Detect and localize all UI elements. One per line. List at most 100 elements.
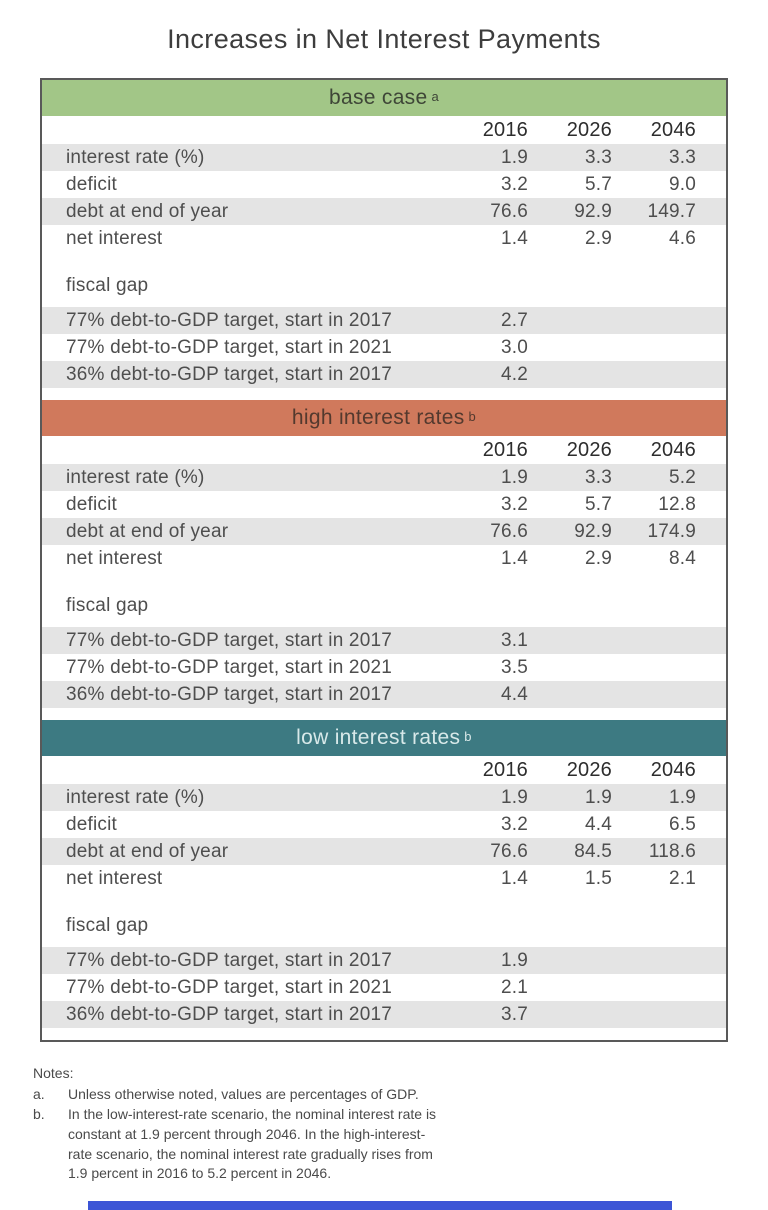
cell-value: 2016 [482, 438, 528, 461]
row-label: 77% debt-to-GDP target, start in 2021 [66, 976, 393, 998]
row-label: 36% debt-to-GDP target, start in 2017 [66, 683, 393, 705]
cell-value: 6.5 [668, 813, 696, 835]
note-marker: b. [33, 1105, 45, 1122]
spacer [42, 892, 726, 912]
fiscal-gap-row: 77% debt-to-GDP target, start in 2017 1.9 [42, 947, 726, 974]
footer-accent-bar [88, 1201, 672, 1210]
cell-value: 1.4 [500, 867, 528, 889]
cell-value: 1.9 [500, 146, 528, 168]
net-interest-table: base case a 2016 2026 2046 interest rate (%) 1… [40, 78, 728, 1042]
note-text: Unless otherwise noted, values are perce… [68, 1085, 419, 1102]
row-label: deficit [66, 173, 118, 195]
fiscal-gap-row: 36% debt-to-GDP target, start in 2017 4.4 [42, 681, 726, 708]
notes: Notes: a. Unless otherwise noted, values … [33, 1064, 449, 1184]
cell-value: 2026 [566, 118, 612, 141]
spacer [42, 388, 726, 400]
page-title: Increases in Net Interest Payments [167, 24, 601, 54]
table-row: deficit 3.2 5.7 12.8 [42, 491, 726, 518]
row-label: interest rate (%) [66, 146, 205, 168]
cell-value: 4.6 [668, 227, 696, 249]
year-header-row: 2016 2026 2046 [42, 116, 726, 144]
row-label: 77% debt-to-GDP target, start in 2021 [66, 656, 393, 678]
fiscal-gap-label-row: fiscal gap [42, 592, 726, 619]
spacer [42, 1028, 726, 1040]
section-low-interest-rates: low interest rates b 2016 2026 2046 interest … [42, 720, 726, 1040]
row-label: deficit [66, 493, 118, 515]
cell-value: 2016 [482, 758, 528, 781]
note-item: b. In the low-interest-rate scenario, the… [33, 1105, 449, 1185]
row-label: fiscal gap [66, 914, 149, 936]
cell-value: 5.7 [584, 493, 612, 515]
notes-heading: Notes: [33, 1065, 74, 1081]
cell-value: 2.7 [500, 309, 528, 331]
cell-value: 2046 [650, 438, 696, 461]
table-row: debt at end of year 76.6 84.5 118.6 [42, 838, 726, 865]
fiscal-gap-row: 77% debt-to-GDP target, start in 2021 3.5 [42, 654, 726, 681]
cell-value: 9.0 [668, 173, 696, 195]
cell-value: 174.9 [647, 520, 696, 542]
cell-value: 76.6 [490, 200, 528, 222]
cell-value: 1.9 [500, 949, 528, 971]
row-label: fiscal gap [66, 594, 149, 616]
spacer [42, 619, 726, 627]
section-base-case: base case a 2016 2026 2046 interest rate (%) 1… [42, 80, 726, 400]
cell-value: 3.2 [500, 813, 528, 835]
note-item: a. Unless otherwise noted, values are per… [33, 1085, 449, 1105]
row-label: fiscal gap [66, 274, 149, 296]
row-label: net interest [66, 227, 163, 249]
table-row: deficit 3.2 4.4 6.5 [42, 811, 726, 838]
cell-value: 3.5 [500, 656, 528, 678]
spacer [42, 572, 726, 592]
spacer [42, 939, 726, 947]
fiscal-gap-row: 36% debt-to-GDP target, start in 2017 3.7 [42, 1001, 726, 1028]
row-label: 36% debt-to-GDP target, start in 2017 [66, 363, 393, 385]
cell-value: 3.3 [668, 146, 696, 168]
cell-value: 3.1 [500, 629, 528, 651]
cell-value: 5.7 [584, 173, 612, 195]
row-label: debt at end of year [66, 840, 229, 862]
cell-value: 4.4 [500, 683, 528, 705]
table-row: debt at end of year 76.6 92.9 174.9 [42, 518, 726, 545]
cell-value: 4.2 [500, 363, 528, 385]
cell-value: 2.1 [500, 976, 528, 998]
section-header-low-interest-rates: low interest rates b [42, 720, 726, 756]
fiscal-gap-row: 77% debt-to-GDP target, start in 2017 3.1 [42, 627, 726, 654]
cell-value: 76.6 [490, 520, 528, 542]
cell-value: 118.6 [648, 840, 696, 862]
section-header-label: low interest rates [296, 726, 461, 749]
fiscal-gap-row: 36% debt-to-GDP target, start in 2017 4.2 [42, 361, 726, 388]
year-header-row: 2016 2026 2046 [42, 756, 726, 784]
spacer [42, 708, 726, 720]
cell-value: 2026 [566, 758, 612, 781]
row-label: 77% debt-to-GDP target, start in 2017 [66, 949, 393, 971]
fiscal-gap-row: 77% debt-to-GDP target, start in 2017 2.7 [42, 307, 726, 334]
cell-value: 2.1 [668, 867, 696, 889]
row-label: debt at end of year [66, 200, 229, 222]
cell-value: 3.3 [584, 146, 612, 168]
cell-value: 4.4 [584, 813, 612, 835]
table-row: net interest 1.4 1.5 2.1 [42, 865, 726, 892]
row-label: net interest [66, 547, 163, 569]
cell-value: 1.4 [500, 547, 528, 569]
cell-value: 2046 [650, 118, 696, 141]
fiscal-gap-row: 77% debt-to-GDP target, start in 2021 3.0 [42, 334, 726, 361]
cell-value: 76.6 [490, 840, 528, 862]
table-row: net interest 1.4 2.9 4.6 [42, 225, 726, 252]
cell-value: 1.9 [668, 786, 696, 808]
section-header-high-interest-rates: high interest rates b [42, 400, 726, 436]
table-row: interest rate (%) 1.9 1.9 1.9 [42, 784, 726, 811]
row-label: interest rate (%) [66, 466, 205, 488]
notes-list: a. Unless otherwise noted, values are per… [33, 1085, 449, 1184]
cell-value: 2016 [482, 118, 528, 141]
cell-value: 1.4 [500, 227, 528, 249]
year-header-row: 2016 2026 2046 [42, 436, 726, 464]
cell-value: 2046 [650, 758, 696, 781]
cell-value: 2.9 [584, 227, 612, 249]
row-label: interest rate (%) [66, 786, 205, 808]
cell-value: 1.9 [500, 786, 528, 808]
cell-value: 2026 [566, 438, 612, 461]
note-text: In the low-interest-rate scenario, the n… [68, 1105, 437, 1182]
cell-value: 3.2 [500, 173, 528, 195]
cell-value: 1.9 [500, 466, 528, 488]
table-row: net interest 1.4 2.9 8.4 [42, 545, 726, 572]
